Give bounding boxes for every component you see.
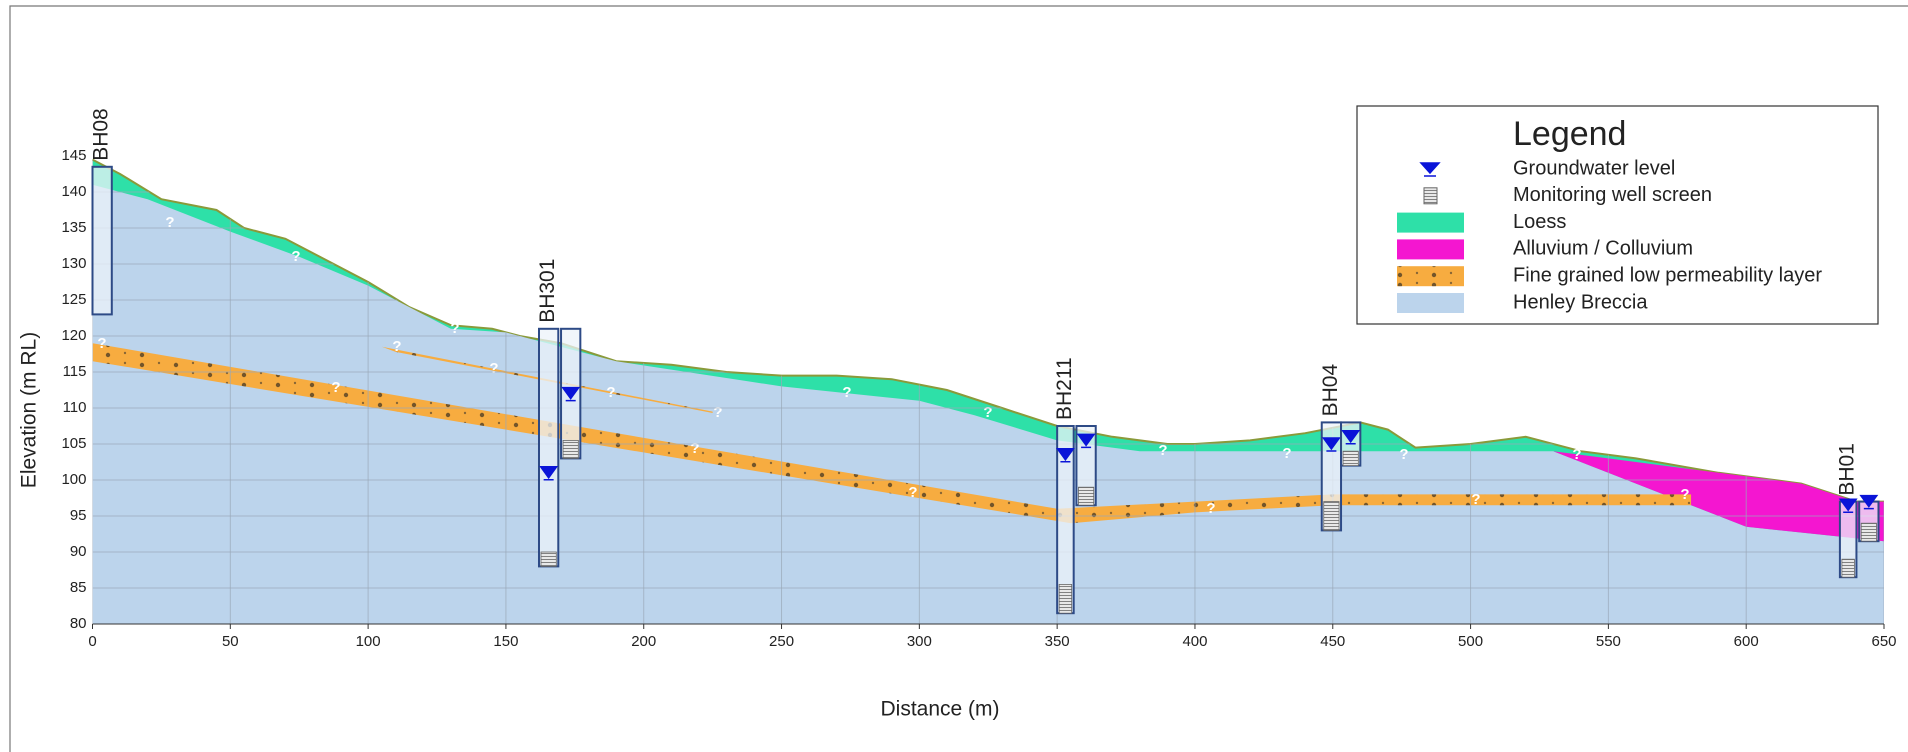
- legend-swatch: [1424, 188, 1437, 204]
- legend-swatch: [1397, 293, 1464, 313]
- legend-label: Monitoring well screen: [1513, 184, 1712, 206]
- well-screen: [563, 440, 578, 458]
- legend-title: Legend: [1513, 115, 1626, 153]
- uncertainty-marker: ?: [908, 484, 917, 501]
- uncertainty-marker: ?: [1399, 446, 1408, 463]
- y-tick-label: 120: [61, 327, 86, 344]
- well-screen: [1842, 559, 1855, 577]
- legend-swatch-texture: [1397, 266, 1464, 286]
- borehole-label: BH04: [1319, 364, 1342, 417]
- uncertainty-marker: ?: [713, 404, 722, 421]
- x-tick-label: 250: [769, 633, 794, 650]
- y-tick-label: 80: [70, 615, 87, 632]
- well-screen: [1059, 584, 1072, 613]
- y-axis-title: Elevation (m RL): [18, 332, 41, 488]
- y-tick-label: 105: [61, 435, 86, 452]
- x-tick-label: 650: [1871, 633, 1896, 650]
- x-tick-label: 100: [356, 633, 381, 650]
- uncertainty-marker: ?: [1206, 500, 1215, 517]
- uncertainty-marker: ?: [392, 338, 401, 355]
- x-tick-label: 400: [1182, 633, 1207, 650]
- legend-label: Loess: [1513, 211, 1566, 233]
- chart: ???????????????????? BH08BH301BH211BH04B…: [0, 0, 1908, 752]
- uncertainty-marker: ?: [1680, 486, 1689, 503]
- uncertainty-marker: ?: [97, 335, 106, 352]
- well-screen: [1861, 523, 1876, 541]
- x-tick-label: 300: [907, 633, 932, 650]
- x-tick-label: 450: [1320, 633, 1345, 650]
- y-tick-label: 90: [70, 543, 87, 560]
- uncertainty-marker: ?: [1282, 445, 1291, 462]
- well-casing: [539, 329, 558, 567]
- legend-swatch: [1397, 213, 1464, 233]
- y-tick-label: 85: [70, 579, 87, 596]
- borehole-label: BH301: [536, 259, 559, 323]
- y-tick-label: 130: [61, 255, 86, 272]
- x-tick-label: 350: [1045, 633, 1070, 650]
- uncertainty-marker: ?: [331, 379, 340, 396]
- x-tick-label: 600: [1734, 633, 1759, 650]
- legend-label: Alluvium / Colluvium: [1513, 238, 1693, 260]
- uncertainty-marker: ?: [1158, 442, 1167, 459]
- legend-swatch: [1397, 239, 1464, 259]
- legend-label: Fine grained low permeability layer: [1513, 264, 1822, 286]
- y-tick-label: 100: [61, 471, 86, 488]
- y-tick-label: 95: [70, 507, 87, 524]
- well-casing: [93, 167, 112, 315]
- legend-label: Groundwater level: [1513, 157, 1675, 179]
- x-tick-label: 150: [493, 633, 518, 650]
- uncertainty-marker: ?: [983, 404, 992, 421]
- y-tick-label: 140: [61, 183, 86, 200]
- y-tick-label: 135: [61, 219, 86, 236]
- x-tick-label: 0: [88, 633, 96, 650]
- uncertainty-marker: ?: [450, 320, 459, 337]
- x-axis-title: Distance (m): [880, 698, 999, 721]
- x-tick-label: 200: [631, 633, 656, 650]
- legend-label: Henley Breccia: [1513, 291, 1648, 313]
- uncertainty-marker: ?: [842, 384, 851, 401]
- y-tick-label: 115: [63, 363, 87, 380]
- well-screen: [1078, 487, 1093, 505]
- well-screen: [1343, 451, 1358, 465]
- uncertainty-marker: ?: [1471, 491, 1480, 508]
- uncertainty-marker: ?: [291, 248, 300, 265]
- uncertainty-marker: ?: [606, 384, 615, 401]
- uncertainty-marker: ?: [690, 440, 699, 457]
- well-screen: [1324, 502, 1339, 531]
- y-tick-label: 145: [61, 147, 86, 164]
- borehole-label: BH01: [1836, 443, 1859, 496]
- x-tick-label: 500: [1458, 633, 1483, 650]
- well-screen: [541, 552, 556, 566]
- y-tick-label: 125: [61, 291, 86, 308]
- x-tick-label: 550: [1596, 633, 1621, 650]
- borehole-label: BH211: [1053, 357, 1076, 420]
- uncertainty-marker: ?: [489, 360, 498, 377]
- uncertainty-marker: ?: [1572, 446, 1581, 463]
- x-tick-label: 50: [222, 633, 239, 650]
- y-tick-label: 110: [63, 399, 87, 416]
- borehole-label: BH08: [90, 108, 113, 161]
